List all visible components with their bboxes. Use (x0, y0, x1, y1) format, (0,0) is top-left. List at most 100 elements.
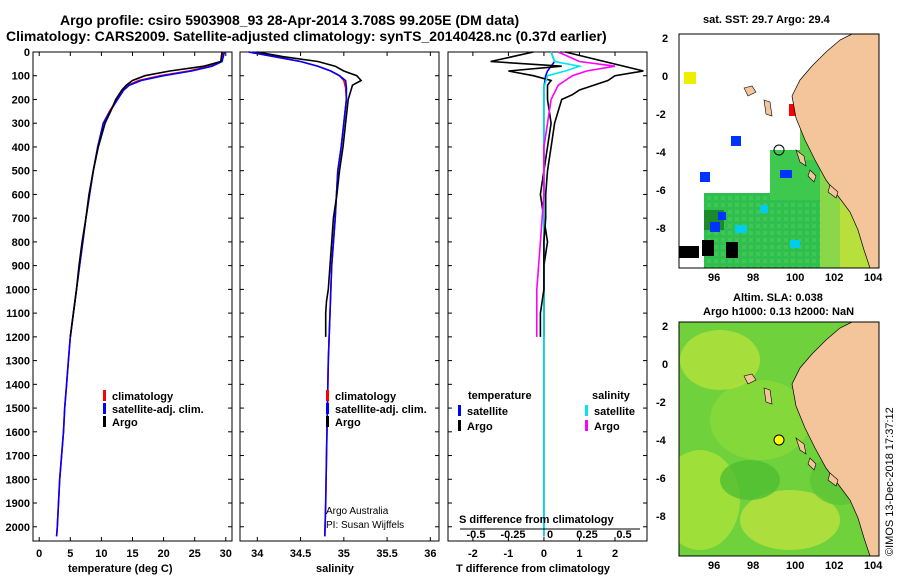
depth-tick-label: 700 (12, 213, 30, 225)
imos-stamp: ©IMOS 13-Dec-2018 17:37:12 (884, 407, 896, 556)
depth-tick-label: 600 (12, 189, 30, 201)
t-difference-axis-label: T difference from climatology (456, 563, 611, 575)
series-line-salinity-argo (535, 51, 616, 337)
diff-legend-temperature: temperature (468, 390, 532, 402)
temp-legend-clim: climatology (103, 390, 204, 403)
lat-tick-label: 0 (662, 359, 669, 371)
x-tick-label: 35 (338, 548, 350, 560)
depth-tick-label: 2000 (6, 522, 30, 534)
salinity-panel-frame (239, 51, 440, 542)
depth-tick-label: 1600 (6, 427, 30, 439)
series-line-temperature-argo (490, 51, 562, 337)
series-line-s-difference-argo (539, 51, 644, 337)
s-tick-label: 0.25 (576, 529, 598, 541)
legend-swatch-black (326, 416, 329, 427)
series-line-argo (257, 51, 363, 337)
x-tick-label: -2 (468, 548, 478, 560)
lon-tick-label: 102 (825, 560, 844, 572)
series-line-satellite-adj-clim- (248, 51, 348, 537)
sst-map-title: sat. SST: 29.7 Argo: 29.4 (703, 14, 830, 26)
lat-tick-label: -6 (656, 185, 666, 197)
series-line-climatology (55, 51, 225, 537)
temperature-panel: 0 5 10 15 20 25 30 (36, 51, 232, 560)
lat-tick-label: 2 (662, 33, 669, 45)
legend-label: Argo (467, 421, 493, 433)
depth-tick-label: 400 (12, 142, 30, 154)
series-line-argo (69, 51, 223, 338)
depth-tick-label: 800 (12, 237, 30, 249)
depth-tick-label: 900 (12, 261, 30, 273)
legend-label: satellite-adj. clim. (335, 404, 427, 416)
legend-label: Argo (335, 417, 361, 429)
x-tick-label: 10 (95, 548, 107, 560)
depth-tick-label: 1300 (6, 356, 30, 368)
depth-tick-label: 1500 (6, 403, 30, 415)
credit-line-2: PI: Susan Wijffels (326, 520, 405, 531)
lat-tick-label: -6 (656, 473, 666, 485)
s-tick-label: -0.5 (466, 529, 486, 541)
x-tick-label: 0 (36, 548, 42, 560)
sal-legend: climatology satellite-adj. clim. Argo (326, 390, 427, 429)
lon-tick-label: 100 (786, 560, 805, 572)
x-tick-label: 5 (67, 548, 73, 560)
depth-tick-label: 1900 (6, 498, 30, 510)
s-difference-title: S difference from climatology (459, 514, 614, 526)
x-tick-label: 1 (576, 548, 582, 560)
lon-tick-label: 100 (786, 272, 805, 284)
depth-tick-label: 0 (24, 47, 30, 59)
legend-swatch-blue (103, 403, 106, 414)
legend-label: Argo (594, 421, 620, 433)
diff-legend-sal-sat: satellite (585, 405, 635, 418)
legend-label: Argo (112, 417, 138, 429)
x-tick-label: 34.5 (290, 548, 311, 560)
legend-swatch-blue (326, 403, 329, 414)
lat-tick-label: -2 (656, 397, 666, 409)
sal-legend-argo: Argo (326, 416, 427, 429)
series-line-climatology (248, 51, 348, 537)
depth-tick-label: 1800 (6, 474, 30, 486)
lon-tick-label: 102 (825, 272, 844, 284)
legend-swatch-cyan (585, 405, 588, 416)
depth-axis: 0 100 200 300 400 500 600 700 800 900 1000 1100 1200… (6, 47, 647, 534)
s-tick-label: 0.5 (616, 529, 632, 541)
lat-tick-label: -8 (656, 223, 666, 235)
series-line-salinity-satellite (543, 51, 583, 537)
lat-tick-label: -4 (656, 435, 666, 447)
depth-tick-label: 1400 (6, 379, 30, 391)
legend-label: climatology (335, 391, 397, 403)
depth-tick-label: 1100 (6, 308, 30, 320)
title-line-1: Argo profile: csiro 5903908_93 28-Apr-20… (60, 12, 520, 28)
depth-tick-label: 1200 (6, 332, 30, 344)
salinity-panel: 34 34.5 35 35.5 36 (248, 51, 436, 560)
salinity-axis-label: salinity (316, 563, 354, 575)
x-tick-label: 35.5 (376, 548, 397, 560)
lat-tick-label: 0 (662, 71, 669, 83)
legend-label: satellite-adj. clim. (112, 404, 204, 416)
temp-legend: climatology satellite-adj. clim. Argo (103, 390, 204, 429)
difference-panel-frame (447, 51, 648, 542)
title-line-2: Climatology: CARS2009. Satellite-adjuste… (6, 28, 607, 44)
x-tick-label: 15 (126, 548, 138, 560)
legend-label: climatology (112, 391, 174, 403)
temp-legend-argo: Argo (103, 416, 204, 429)
lat-tick-label: -4 (656, 147, 666, 159)
legend-label: satellite (594, 406, 635, 418)
legend-swatch-black (103, 416, 106, 427)
lon-tick-label: 98 (747, 560, 760, 572)
legend-swatch-black (458, 420, 461, 431)
diff-legend-salinity: salinity (592, 390, 630, 402)
sla-map-title-1: Altim. SLA: 0.038 (733, 292, 823, 304)
lat-tick-label: -8 (656, 511, 666, 523)
x-tick-label: -1 (504, 548, 514, 560)
depth-tick-label: 300 (12, 118, 30, 130)
sal-legend-clim: climatology (326, 390, 427, 403)
lon-tick-label: 98 (747, 272, 760, 284)
difference-panel: -2 -1 0 1 2 (468, 51, 644, 560)
legend-label: satellite (467, 406, 508, 418)
sla-map-title-2: Argo h1000: 0.13 h2000: NaN (703, 306, 855, 318)
x-tick-label: 25 (189, 548, 201, 560)
lat-tick-label: 2 (662, 321, 669, 333)
depth-tick-label: 1700 (6, 451, 30, 463)
diff-legend-temp-sat: satellite (458, 405, 508, 418)
temperature-axis-label: temperature (deg C) (68, 563, 173, 575)
